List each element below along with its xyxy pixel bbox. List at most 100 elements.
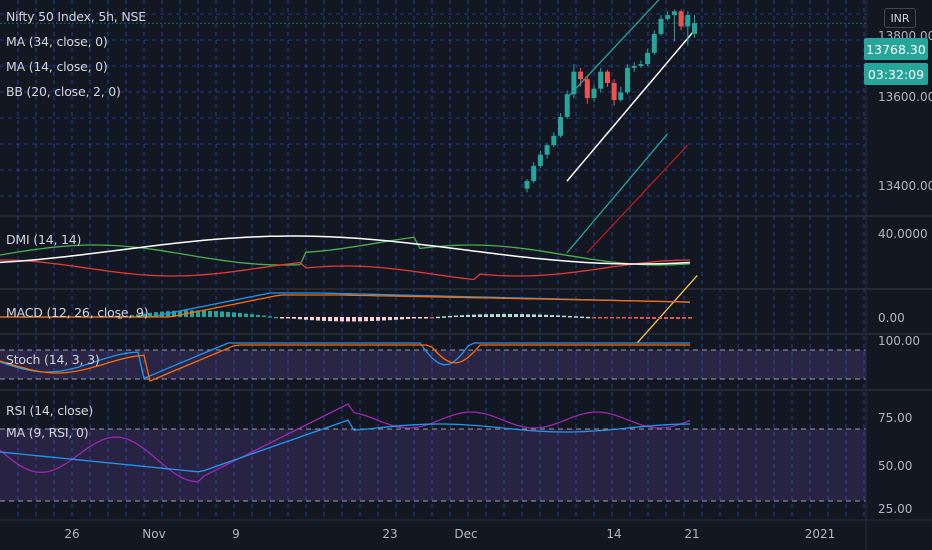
candle-body bbox=[591, 88, 597, 99]
macd-histogram-bar bbox=[208, 310, 212, 317]
adx-line bbox=[0, 235, 691, 265]
macd-histogram-bar bbox=[550, 315, 554, 317]
symbol-title[interactable]: Nifty 50 Index, 5h, NSE bbox=[6, 9, 146, 24]
candle-body bbox=[685, 15, 691, 27]
macd-histogram-bar bbox=[346, 317, 350, 322]
macd-histogram-bar bbox=[226, 311, 230, 317]
macd-histogram-bar bbox=[268, 316, 272, 318]
macd-histogram-bar bbox=[514, 314, 518, 317]
macd-histogram-bar bbox=[676, 317, 680, 319]
rsi-pane bbox=[0, 403, 691, 483]
macd-histogram-bar bbox=[274, 316, 278, 319]
macd-histogram-bar bbox=[220, 311, 224, 317]
candle-body bbox=[551, 135, 557, 146]
macd-histogram-bar bbox=[520, 314, 524, 317]
price-scale: 13800.0013600.0013400.0040.00000.00100.0… bbox=[878, 29, 932, 516]
candle-body bbox=[604, 71, 610, 83]
macd-histogram-bar bbox=[628, 317, 632, 319]
macd-histogram-bar bbox=[340, 317, 344, 322]
macd-histogram-bar bbox=[586, 316, 590, 319]
macd-histogram-bar bbox=[682, 317, 686, 319]
bb-lower-line bbox=[566, 133, 668, 254]
indicator-bb-label[interactable]: BB (20, close, 2, 0) bbox=[6, 84, 121, 99]
macd-histogram-bar bbox=[388, 317, 392, 321]
rsi-scale-label: 75.00 bbox=[878, 411, 912, 425]
pane-backgrounds bbox=[0, 349, 866, 502]
macd-histogram-bar bbox=[394, 317, 398, 320]
rsi-title[interactable]: RSI (14, close) bbox=[6, 403, 94, 418]
macd-histogram-bar bbox=[430, 317, 434, 319]
macd-histogram-bar bbox=[166, 311, 170, 317]
macd-histogram-bar bbox=[328, 317, 332, 322]
macd-histogram-bar bbox=[610, 317, 614, 319]
macd-histogram-bar bbox=[622, 317, 626, 319]
dmi-title[interactable]: DMI (14, 14) bbox=[6, 232, 82, 247]
macd-histogram-bar bbox=[634, 317, 638, 319]
price-scale-label: 13600.00 bbox=[878, 90, 932, 104]
macd-histogram-bar bbox=[370, 317, 374, 322]
dmi-minus-line bbox=[0, 259, 691, 281]
rsi-line bbox=[0, 403, 691, 483]
macd-histogram-bar bbox=[400, 317, 404, 320]
macd-histogram-bar bbox=[196, 310, 200, 317]
macd-histogram-bar bbox=[310, 317, 314, 321]
macd-histogram-bar bbox=[604, 317, 608, 319]
stoch-d-line bbox=[0, 344, 690, 382]
candle-body bbox=[645, 52, 651, 65]
time-axis-label: 2021 bbox=[805, 527, 836, 541]
macd-histogram-bar bbox=[640, 317, 644, 319]
macd-histogram-bar bbox=[298, 317, 302, 320]
rsi-band bbox=[0, 429, 866, 501]
macd-histogram-bar bbox=[214, 311, 218, 317]
macd-title[interactable]: MACD (12, 26, close, 9) bbox=[6, 305, 149, 320]
macd-histogram-bar bbox=[250, 314, 254, 317]
candle-body bbox=[584, 79, 590, 99]
macd-histogram-bar bbox=[598, 317, 602, 319]
candle-body bbox=[558, 116, 563, 136]
candle-body bbox=[598, 71, 604, 89]
macd-histogram-bar bbox=[376, 317, 380, 321]
macd-histogram-bar bbox=[646, 317, 650, 319]
macd-histogram-bar bbox=[292, 317, 296, 319]
time-axis-label: Dec bbox=[454, 527, 477, 541]
macd-histogram-bar bbox=[364, 317, 368, 322]
indicator-ma14-label[interactable]: MA (14, close, 0) bbox=[6, 59, 108, 74]
indicator-ma34-label[interactable]: MA (34, close, 0) bbox=[6, 34, 108, 49]
macd-histogram-bar bbox=[496, 314, 500, 317]
macd-histogram-bar bbox=[358, 317, 362, 322]
candle-body bbox=[578, 71, 584, 80]
rsi-ma-title[interactable]: MA (9, RSI, 0) bbox=[6, 425, 89, 440]
macd-histogram-bar bbox=[472, 314, 476, 317]
macd-histogram-bar bbox=[190, 310, 194, 317]
macd-histogram-bar bbox=[688, 317, 692, 319]
dmi-plus-line bbox=[0, 236, 691, 266]
macd-histogram-bar bbox=[454, 315, 458, 318]
ma34-line bbox=[586, 144, 688, 254]
macd-histogram-bar bbox=[244, 313, 248, 317]
macd-histogram-bar bbox=[406, 317, 410, 319]
currency-selector[interactable]: INR bbox=[884, 8, 916, 28]
macd-histogram-bar bbox=[418, 317, 422, 319]
macd-histogram-bar bbox=[484, 314, 488, 317]
macd-histogram-bar bbox=[118, 317, 122, 319]
stoch-k-line bbox=[0, 342, 690, 380]
macd-histogram-bar bbox=[178, 310, 182, 317]
macd-histogram-bar bbox=[154, 312, 158, 317]
time-axis-label: 14 bbox=[606, 527, 621, 541]
candle-body bbox=[692, 23, 697, 34]
macd-histogram-bar bbox=[526, 314, 530, 317]
stoch-title[interactable]: Stoch (14, 3, 3) bbox=[6, 352, 100, 367]
macd-histogram-bar bbox=[424, 317, 428, 319]
price-scale-label: 13400.00 bbox=[878, 179, 932, 193]
last-price-badge: 13768.30 bbox=[864, 38, 928, 60]
macd-histogram-bar bbox=[232, 312, 236, 317]
grid-layer bbox=[0, 0, 866, 520]
macd-histogram-bar bbox=[436, 316, 440, 319]
macd-histogram-bar bbox=[532, 314, 536, 317]
macd-histogram-bar bbox=[502, 313, 506, 317]
candle-body bbox=[658, 18, 664, 34]
candle-body bbox=[618, 92, 624, 100]
macd-histogram-bar bbox=[262, 315, 266, 318]
